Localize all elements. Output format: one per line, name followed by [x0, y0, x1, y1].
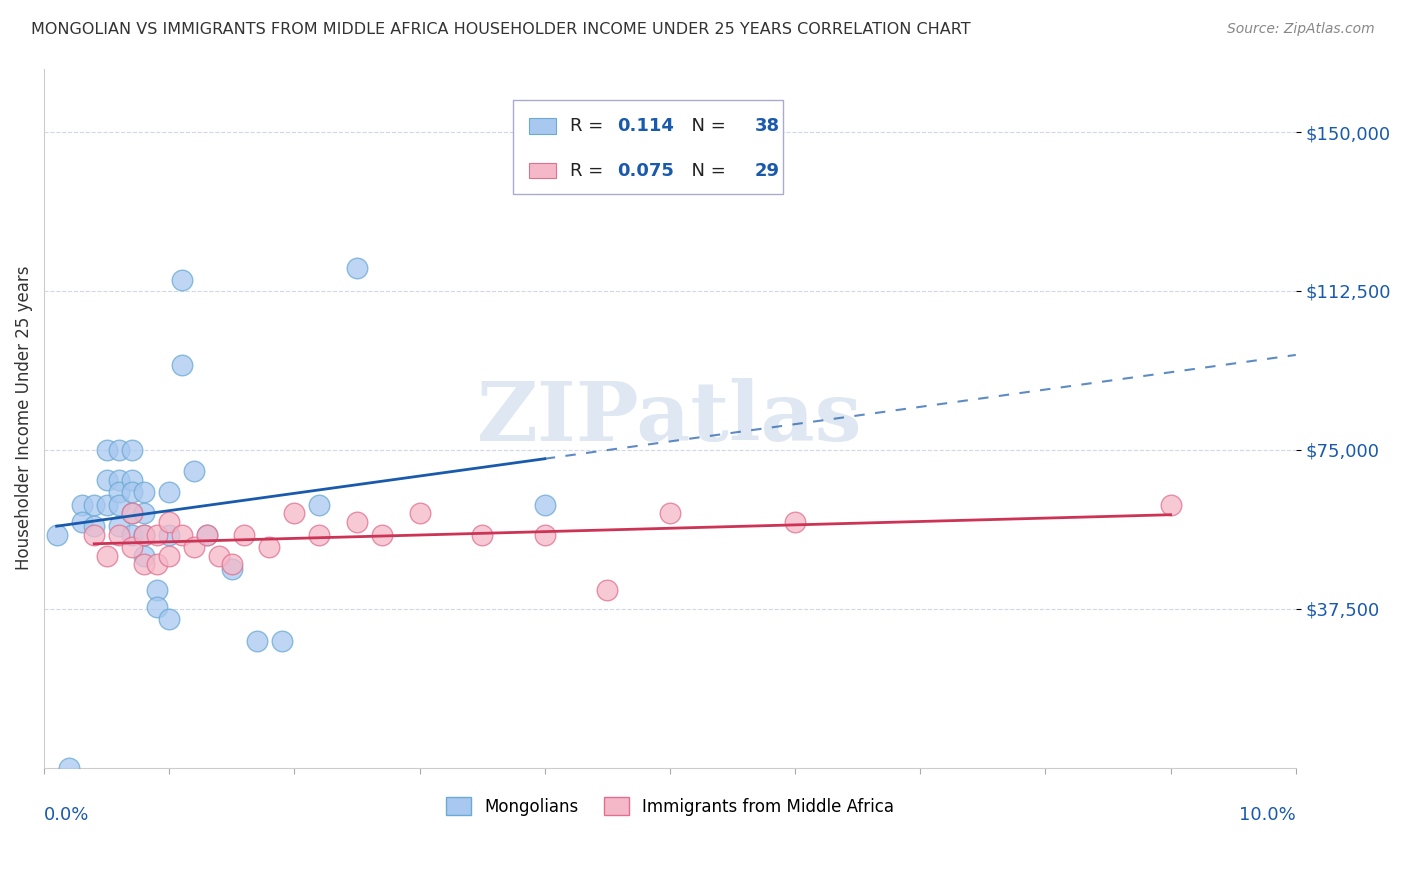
Point: [271, 633, 294, 648]
Text: 38: 38: [755, 117, 780, 135]
Y-axis label: Householder Income Under 25 years: Householder Income Under 25 years: [15, 266, 32, 570]
Point: [157, 612, 180, 626]
Point: [45, 527, 67, 541]
Point: [371, 527, 394, 541]
Point: [121, 442, 143, 457]
Point: [108, 519, 131, 533]
Point: [58, 761, 80, 775]
Point: [121, 541, 143, 555]
Point: [108, 527, 131, 541]
Point: [121, 527, 143, 541]
Point: [70, 515, 93, 529]
Point: [134, 549, 156, 563]
Point: [121, 507, 143, 521]
Point: [145, 558, 167, 572]
Point: [246, 633, 269, 648]
Point: [183, 464, 205, 478]
Point: [533, 498, 555, 512]
Text: Source: ZipAtlas.com: Source: ZipAtlas.com: [1227, 22, 1375, 37]
Point: [785, 515, 807, 529]
Point: [157, 549, 180, 563]
FancyBboxPatch shape: [529, 163, 555, 178]
Point: [145, 527, 167, 541]
Text: N =: N =: [681, 161, 731, 180]
Point: [1160, 498, 1182, 512]
Point: [96, 473, 118, 487]
Legend: Mongolians, Immigrants from Middle Africa: Mongolians, Immigrants from Middle Afric…: [439, 791, 901, 822]
Point: [346, 260, 368, 275]
Point: [596, 582, 619, 597]
Point: [408, 507, 430, 521]
Point: [121, 473, 143, 487]
FancyBboxPatch shape: [529, 119, 555, 134]
Point: [157, 485, 180, 500]
Point: [134, 507, 156, 521]
Point: [308, 527, 330, 541]
Point: [121, 485, 143, 500]
Point: [96, 498, 118, 512]
Text: R =: R =: [569, 117, 609, 135]
Point: [183, 541, 205, 555]
Point: [134, 485, 156, 500]
Text: N =: N =: [681, 117, 731, 135]
Text: 0.114: 0.114: [617, 117, 675, 135]
Point: [121, 507, 143, 521]
Point: [134, 558, 156, 572]
Point: [108, 485, 131, 500]
Point: [195, 527, 218, 541]
Point: [195, 527, 218, 541]
Point: [658, 507, 681, 521]
Point: [170, 358, 193, 372]
Point: [83, 498, 105, 512]
Text: 10.0%: 10.0%: [1239, 806, 1296, 824]
Text: 29: 29: [755, 161, 780, 180]
Point: [96, 442, 118, 457]
Point: [145, 599, 167, 614]
Point: [259, 541, 281, 555]
Point: [533, 527, 555, 541]
Point: [83, 519, 105, 533]
Point: [308, 498, 330, 512]
Text: 0.075: 0.075: [617, 161, 675, 180]
Point: [108, 473, 131, 487]
Text: R =: R =: [569, 161, 609, 180]
Point: [170, 527, 193, 541]
Point: [108, 498, 131, 512]
Point: [157, 527, 180, 541]
Point: [471, 527, 494, 541]
Point: [170, 273, 193, 287]
Point: [221, 561, 243, 575]
Point: [221, 558, 243, 572]
Point: [70, 498, 93, 512]
Point: [283, 507, 305, 521]
Point: [134, 527, 156, 541]
Point: [145, 582, 167, 597]
Point: [157, 515, 180, 529]
Point: [346, 515, 368, 529]
Text: 0.0%: 0.0%: [44, 806, 90, 824]
Point: [134, 527, 156, 541]
Point: [83, 527, 105, 541]
Point: [208, 549, 231, 563]
FancyBboxPatch shape: [513, 100, 783, 194]
Text: MONGOLIAN VS IMMIGRANTS FROM MIDDLE AFRICA HOUSEHOLDER INCOME UNDER 25 YEARS COR: MONGOLIAN VS IMMIGRANTS FROM MIDDLE AFRI…: [31, 22, 970, 37]
Point: [108, 442, 131, 457]
Point: [96, 549, 118, 563]
Point: [233, 527, 256, 541]
Text: ZIPatlas: ZIPatlas: [477, 378, 863, 458]
